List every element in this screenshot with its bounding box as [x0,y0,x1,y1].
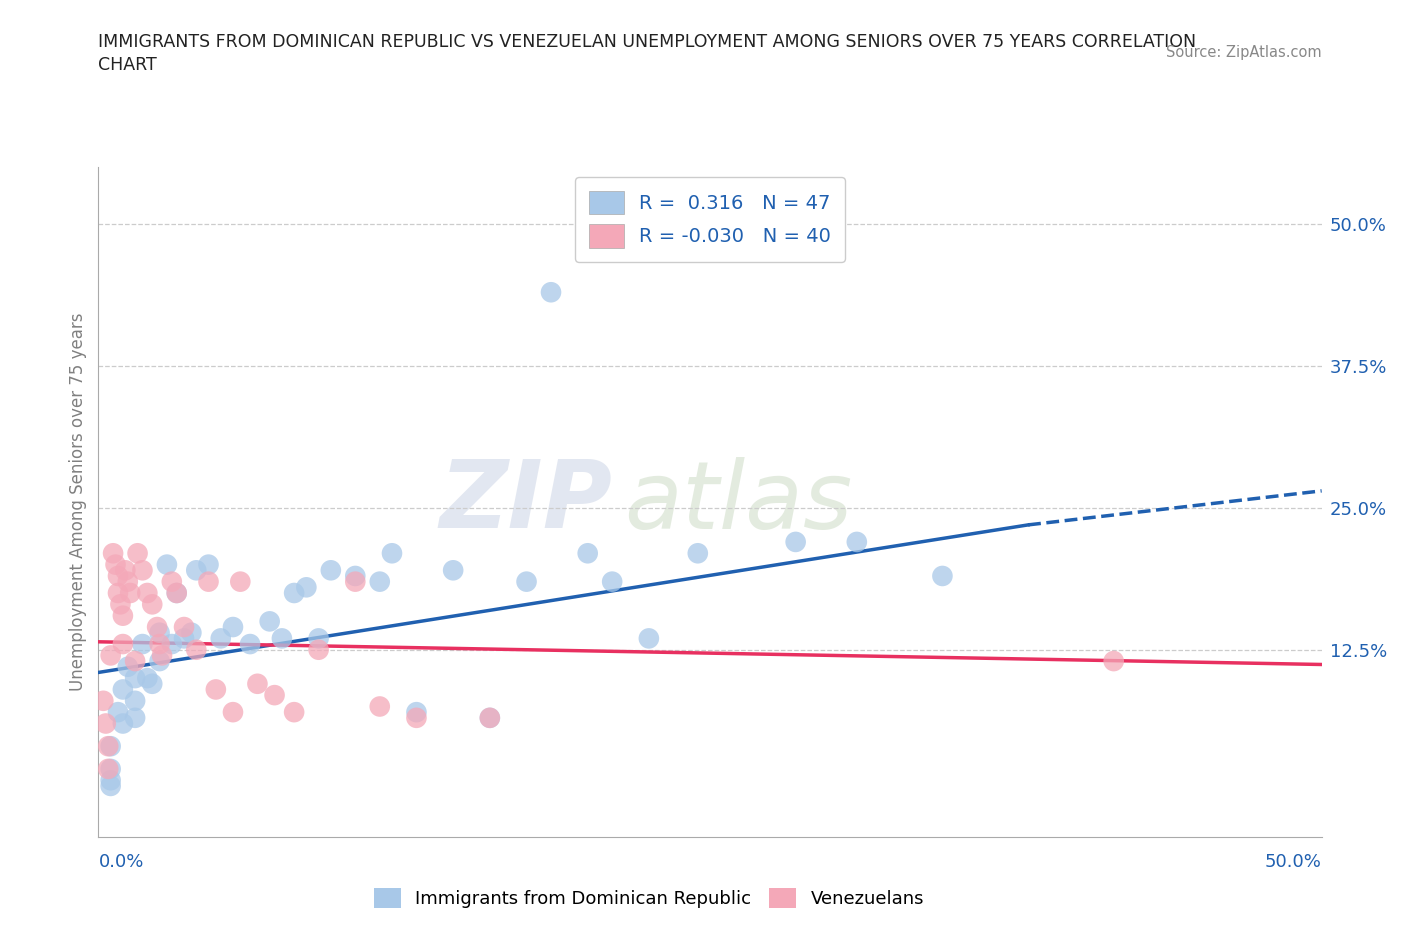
Point [1102,654,1125,669]
Point [222,619,245,634]
Point [111,637,134,652]
Point [283,705,305,720]
Point [845,535,868,550]
Point [107,705,129,720]
Point [111,716,134,731]
Point [441,563,464,578]
Point [127,546,149,561]
Point [197,574,219,589]
Point [97,738,120,753]
Point [263,687,285,702]
Point [186,563,208,578]
Point [368,699,391,714]
Text: IMMIGRANTS FROM DOMINICAN REPUBLIC VS VENEZUELAN UNEMPLOYMENT AMONG SENIORS OVER: IMMIGRANTS FROM DOMINICAN REPUBLIC VS VE… [98,33,1197,50]
Text: Source: ZipAtlas.com: Source: ZipAtlas.com [1166,45,1322,60]
Point [478,711,501,725]
Point [110,597,132,612]
Point [114,563,136,578]
Point [205,682,228,697]
Point [117,659,139,674]
Point [120,586,142,601]
Point [100,648,122,663]
Point [124,654,146,669]
Y-axis label: Unemployment Among Seniors over 75 years: Unemployment Among Seniors over 75 years [69,313,87,691]
Point [124,694,146,709]
Point [344,568,367,583]
Point [101,546,124,561]
Point [124,671,146,685]
Point [104,557,127,572]
Point [319,563,342,578]
Point [405,711,427,725]
Point [229,574,252,589]
Point [146,619,169,634]
Point [141,597,163,612]
Point [100,773,122,788]
Point [136,586,159,601]
Point [91,694,114,709]
Point [222,705,245,720]
Legend: R =  0.316   N = 47, R = -0.030   N = 40: R = 0.316 N = 47, R = -0.030 N = 40 [575,177,845,261]
Point [97,762,120,777]
Point [405,705,427,720]
Point [150,648,173,663]
Point [173,631,195,645]
Point [295,580,318,595]
Point [246,676,269,691]
Point [166,586,188,601]
Point [117,574,139,589]
Point [94,716,117,731]
Point [173,619,195,634]
Point [180,625,202,640]
Point [600,574,623,589]
Point [344,574,367,589]
Point [136,671,159,685]
Point [111,608,134,623]
Point [160,574,183,589]
Point [107,568,129,583]
Point [368,574,391,589]
Point [166,586,188,601]
Point [156,557,179,572]
Text: ZIP: ZIP [439,457,612,548]
Point [100,738,122,753]
Point [931,568,953,583]
Point [270,631,294,645]
Point [478,711,501,725]
Point [100,762,122,777]
Point [149,637,172,652]
Point [785,535,807,550]
Point [111,682,134,697]
Point [100,778,122,793]
Point [381,546,404,561]
Point [197,557,219,572]
Point [576,546,599,561]
Point [540,285,562,299]
Point [131,637,153,652]
Text: CHART: CHART [98,56,157,73]
Point [186,643,208,658]
Point [308,631,330,645]
Point [515,574,537,589]
Point [283,586,305,601]
Point [308,643,330,658]
Point [131,563,153,578]
Point [149,654,172,669]
Point [141,676,163,691]
Point [239,637,262,652]
Text: atlas: atlas [624,457,852,548]
Point [124,711,146,725]
Point [686,546,709,561]
Point [107,586,129,601]
Point [160,637,183,652]
Point [209,631,232,645]
Text: 0.0%: 0.0% [98,853,143,870]
Text: 50.0%: 50.0% [1265,853,1322,870]
Point [259,614,281,629]
Point [637,631,661,645]
Point [149,625,172,640]
